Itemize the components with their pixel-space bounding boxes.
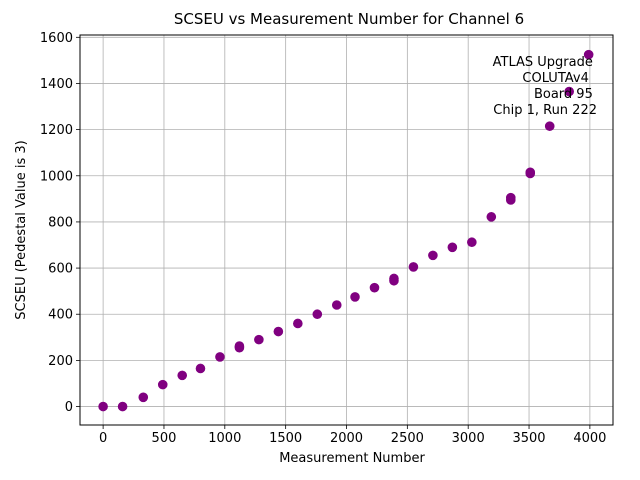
data-point bbox=[98, 401, 108, 412]
data-points bbox=[98, 49, 594, 412]
data-point bbox=[331, 300, 342, 310]
data-point bbox=[157, 379, 168, 390]
y-tick-label: 200 bbox=[48, 354, 73, 369]
y-axis-label: SCSEU (Pedestal Value is 3) bbox=[14, 140, 29, 319]
y-tick-label: 1400 bbox=[40, 77, 73, 92]
annotation-line: ATLAS Upgrade bbox=[493, 55, 593, 70]
data-point bbox=[564, 86, 574, 97]
data-point bbox=[234, 341, 245, 351]
data-point bbox=[293, 318, 303, 329]
data-point bbox=[369, 282, 380, 293]
data-point bbox=[350, 292, 360, 302]
data-point bbox=[505, 192, 516, 203]
data-point bbox=[447, 242, 458, 253]
annotation-line: COLUTAv4 bbox=[522, 71, 588, 86]
data-point bbox=[273, 326, 284, 337]
data-point bbox=[525, 167, 536, 178]
x-tick-label: 3500 bbox=[512, 431, 545, 446]
data-point bbox=[312, 309, 323, 320]
y-tick-label: 400 bbox=[48, 308, 73, 323]
y-tick-label: 1600 bbox=[40, 31, 73, 46]
x-tick-label: 500 bbox=[152, 431, 177, 446]
annotation-line: Chip 1, Run 222 bbox=[493, 103, 597, 118]
data-point bbox=[195, 363, 206, 374]
data-point bbox=[544, 121, 555, 131]
x-tick-label: 2000 bbox=[330, 431, 363, 446]
x-tick-label: 3000 bbox=[452, 431, 485, 446]
data-point bbox=[138, 392, 149, 403]
y-tick-label: 600 bbox=[48, 262, 73, 277]
y-tick-label: 1000 bbox=[40, 169, 73, 184]
chart-title: SCSEU vs Measurement Number for Channel … bbox=[174, 10, 524, 28]
y-tick-label: 800 bbox=[48, 215, 73, 230]
data-point bbox=[117, 401, 128, 412]
x-axis-label: Measurement Number bbox=[279, 451, 425, 466]
data-point bbox=[389, 273, 399, 284]
x-tick-label: 2500 bbox=[391, 431, 424, 446]
data-point bbox=[408, 262, 419, 272]
data-point bbox=[428, 250, 438, 261]
annotation-line: Board 95 bbox=[534, 87, 593, 102]
data-point bbox=[583, 49, 594, 60]
x-tick-label: 0 bbox=[99, 431, 107, 446]
x-tick-label: 1500 bbox=[269, 431, 302, 446]
x-tick-label: 4000 bbox=[573, 431, 606, 446]
axis-ticks: 0 500 1000 1500 2000 2500 3000 3500 4000 0 200 400 6… bbox=[40, 31, 607, 446]
data-point bbox=[177, 370, 188, 381]
chart-annotation: ATLAS Upgrade COLUTAv4 Board 95 Chip 1, … bbox=[493, 55, 597, 118]
plot-frame bbox=[79, 34, 614, 426]
data-point bbox=[215, 352, 225, 362]
data-point bbox=[486, 212, 497, 222]
x-tick-label: 1000 bbox=[208, 431, 241, 446]
y-tick-label: 1200 bbox=[40, 123, 73, 138]
data-point bbox=[254, 334, 264, 345]
y-tick-label: 0 bbox=[65, 400, 73, 415]
data-point bbox=[467, 237, 477, 248]
grid-lines bbox=[80, 35, 613, 425]
